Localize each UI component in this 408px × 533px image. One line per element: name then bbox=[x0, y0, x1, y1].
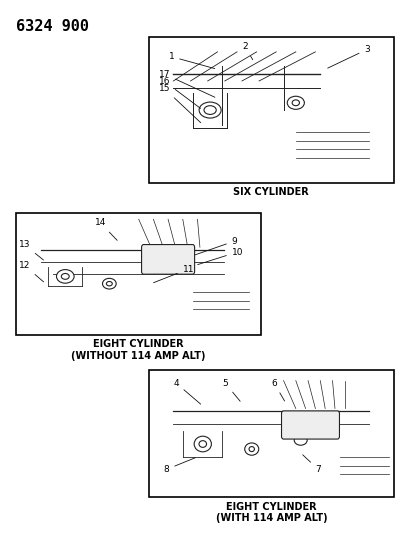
Text: EIGHT CYLINDER
(WITH 114 AMP ALT): EIGHT CYLINDER (WITH 114 AMP ALT) bbox=[215, 502, 327, 523]
FancyBboxPatch shape bbox=[142, 245, 195, 274]
Text: 11: 11 bbox=[153, 264, 194, 282]
Text: 6: 6 bbox=[271, 378, 285, 401]
Ellipse shape bbox=[102, 278, 116, 289]
Text: 6324 900: 6324 900 bbox=[16, 19, 89, 34]
Ellipse shape bbox=[287, 96, 304, 109]
Ellipse shape bbox=[292, 100, 299, 106]
Bar bbox=[149, 37, 394, 183]
Bar bbox=[16, 213, 261, 335]
Text: SIX CYLINDER: SIX CYLINDER bbox=[233, 187, 309, 197]
Ellipse shape bbox=[245, 443, 259, 455]
Ellipse shape bbox=[199, 102, 221, 118]
Text: 5: 5 bbox=[222, 378, 240, 401]
Ellipse shape bbox=[249, 447, 255, 451]
Text: 2: 2 bbox=[242, 42, 253, 60]
Text: 10: 10 bbox=[197, 247, 243, 264]
Text: 16: 16 bbox=[159, 77, 201, 108]
FancyBboxPatch shape bbox=[282, 411, 339, 439]
Ellipse shape bbox=[194, 436, 211, 452]
Ellipse shape bbox=[204, 106, 216, 115]
Ellipse shape bbox=[199, 441, 206, 447]
Ellipse shape bbox=[294, 435, 307, 445]
Ellipse shape bbox=[106, 281, 112, 286]
Text: 14: 14 bbox=[95, 219, 117, 240]
Text: 1: 1 bbox=[169, 52, 215, 69]
Bar bbox=[149, 370, 394, 497]
Text: 7: 7 bbox=[303, 455, 321, 474]
Ellipse shape bbox=[56, 270, 74, 283]
Text: 17: 17 bbox=[159, 70, 215, 97]
Text: 3: 3 bbox=[328, 45, 370, 68]
Ellipse shape bbox=[61, 273, 69, 279]
Text: EIGHT CYLINDER
(WITHOUT 114 AMP ALT): EIGHT CYLINDER (WITHOUT 114 AMP ALT) bbox=[71, 339, 206, 361]
Text: 8: 8 bbox=[164, 458, 195, 474]
Text: 12: 12 bbox=[19, 261, 44, 282]
Text: 4: 4 bbox=[173, 378, 201, 404]
Text: 9: 9 bbox=[195, 237, 237, 255]
Text: 13: 13 bbox=[19, 240, 44, 260]
Text: 15: 15 bbox=[159, 84, 201, 123]
